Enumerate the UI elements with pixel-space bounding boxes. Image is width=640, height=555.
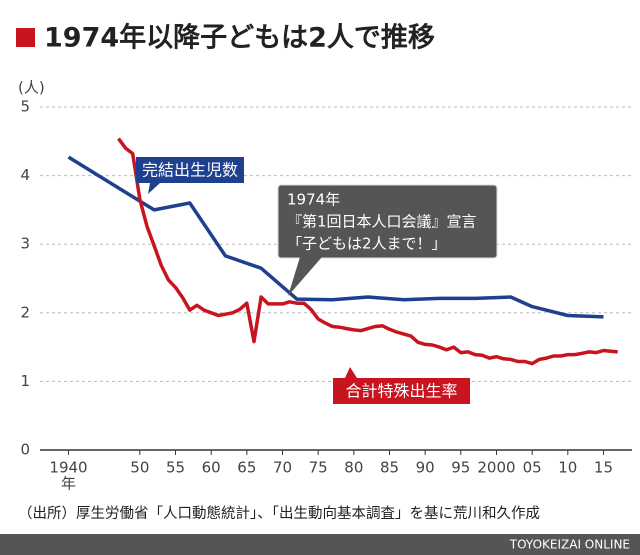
x-tick-label: 05 (523, 459, 542, 477)
y-tick-label: 0 (20, 441, 30, 459)
x-tick-label: 50 (130, 459, 149, 477)
x-tick-label: 65 (237, 459, 256, 477)
x-tick-label: 80 (344, 459, 363, 477)
legend-box (333, 378, 470, 404)
x-unit: 年 (61, 475, 76, 493)
series-line (117, 137, 618, 366)
y-tick-label: 2 (20, 303, 30, 321)
legend-label: 完結出生児数 (142, 161, 238, 180)
annotation-pointer (288, 257, 322, 296)
x-tick-label: 90 (416, 459, 435, 477)
y-tick-label: 1 (20, 372, 30, 390)
x-tick-label: 1940 (49, 459, 87, 477)
source: （出所）厚生労働省「人口動態統計」、「出生動向基本調査」を基に荒川和久作成 (18, 505, 540, 522)
x-tick-label: 2000 (477, 459, 515, 477)
x-tick-label: 70 (273, 459, 292, 477)
title-marker (16, 28, 35, 47)
y-tick-label: 5 (20, 98, 30, 116)
x-tick-label: 85 (380, 459, 399, 477)
x-tick-label: 15 (594, 459, 613, 477)
annotation-text: 『第1回日本人口会議』宣言 (287, 213, 477, 231)
y-tick-label: 3 (20, 235, 30, 253)
annotation-box (277, 184, 498, 259)
x-tick-label: 75 (309, 459, 328, 477)
legend-pointer (345, 367, 357, 378)
y-tick-label: 4 (20, 166, 30, 184)
legend-label: 合計特殊出生率 (345, 382, 457, 401)
series-line (67, 155, 604, 319)
legend-box (136, 157, 244, 183)
x-tick-label: 95 (451, 459, 470, 477)
x-tick-label: 60 (202, 459, 221, 477)
annotation-text: 1974年 (287, 191, 340, 209)
credit: TOYOKEIZAI ONLINE (509, 538, 630, 552)
footer-bar (0, 534, 640, 555)
legend-pointer (148, 183, 160, 194)
y-unit: (人) (18, 79, 45, 97)
x-tick-label: 10 (558, 459, 577, 477)
chart-title: 1974年以降子どもは2人で推移 (44, 22, 435, 54)
x-tick-label: 55 (166, 459, 185, 477)
annotation-text: 「子どもは2人まで！」 (287, 235, 447, 253)
